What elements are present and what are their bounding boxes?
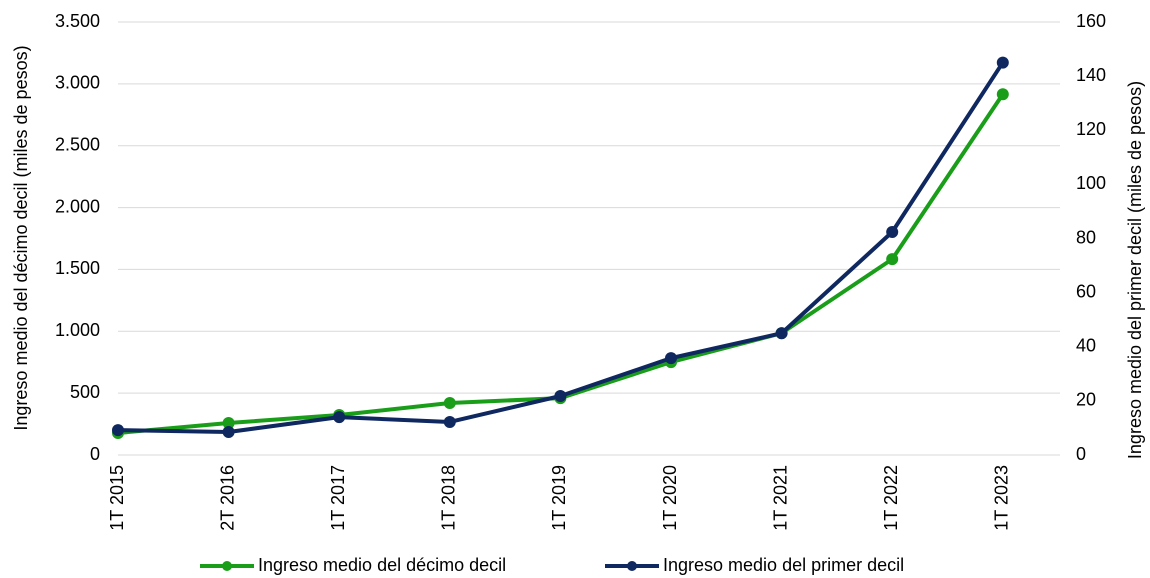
data-point [996,88,1009,101]
y-tick-label: 3.500 [55,11,100,31]
data-point [775,327,788,340]
y-tick-label: 500 [70,382,100,402]
x-tick-label: 2T 2016 [217,465,237,531]
x-tick-label: 1T 2020 [660,465,680,531]
y-tick-label: 3.000 [55,73,100,93]
x-tick-label: 1T 2015 [107,465,127,531]
y2-tick-label: 40 [1076,336,1096,356]
data-point [554,390,567,403]
data-point [665,352,677,365]
y2-tick-label: 160 [1076,11,1106,31]
y2-tick-label: 120 [1076,119,1106,139]
x-tick-label: 1T 2018 [439,465,459,531]
y-tick-label: 2.500 [55,134,100,154]
data-point [112,424,124,437]
y-tick-label: 0 [90,444,100,464]
legend-label: Ingreso medio del décimo decil [258,555,506,575]
y2-tick-label: 100 [1076,173,1106,193]
y2-axis-label: Ingreso medio del primer decil (miles de… [1125,81,1145,459]
y2-tick-label: 20 [1076,390,1096,410]
data-point [443,397,456,410]
series-line [117,61,1005,434]
legend-marker [222,561,232,571]
data-point [886,253,899,266]
y2-tick-label: 0 [1076,444,1086,464]
data-point [886,226,899,239]
data-point [443,415,456,428]
y-tick-label: 2.000 [55,196,100,216]
x-tick-label: 1T 2019 [549,465,569,531]
data-point [333,411,346,424]
y2-tick-label: 140 [1076,65,1106,85]
data-point [996,56,1009,69]
x-tick-label: 1T 2017 [328,465,348,531]
legend-marker [627,561,637,571]
data-point [222,425,235,438]
legend-label: Ingreso medio del primer decil [663,555,904,575]
x-tick-label: 1T 2022 [881,465,901,531]
y-tick-label: 1.000 [55,320,100,340]
x-tick-label: 1T 2023 [992,465,1012,531]
y2-tick-label: 80 [1076,227,1096,247]
x-tick-label: 1T 2021 [770,465,790,531]
y2-tick-label: 60 [1076,281,1096,301]
y-tick-label: 1.500 [55,258,100,278]
data-point [222,416,235,429]
y-axis-label: Ingreso medio del décimo decil (miles de… [11,45,31,430]
series-line [117,93,1005,435]
